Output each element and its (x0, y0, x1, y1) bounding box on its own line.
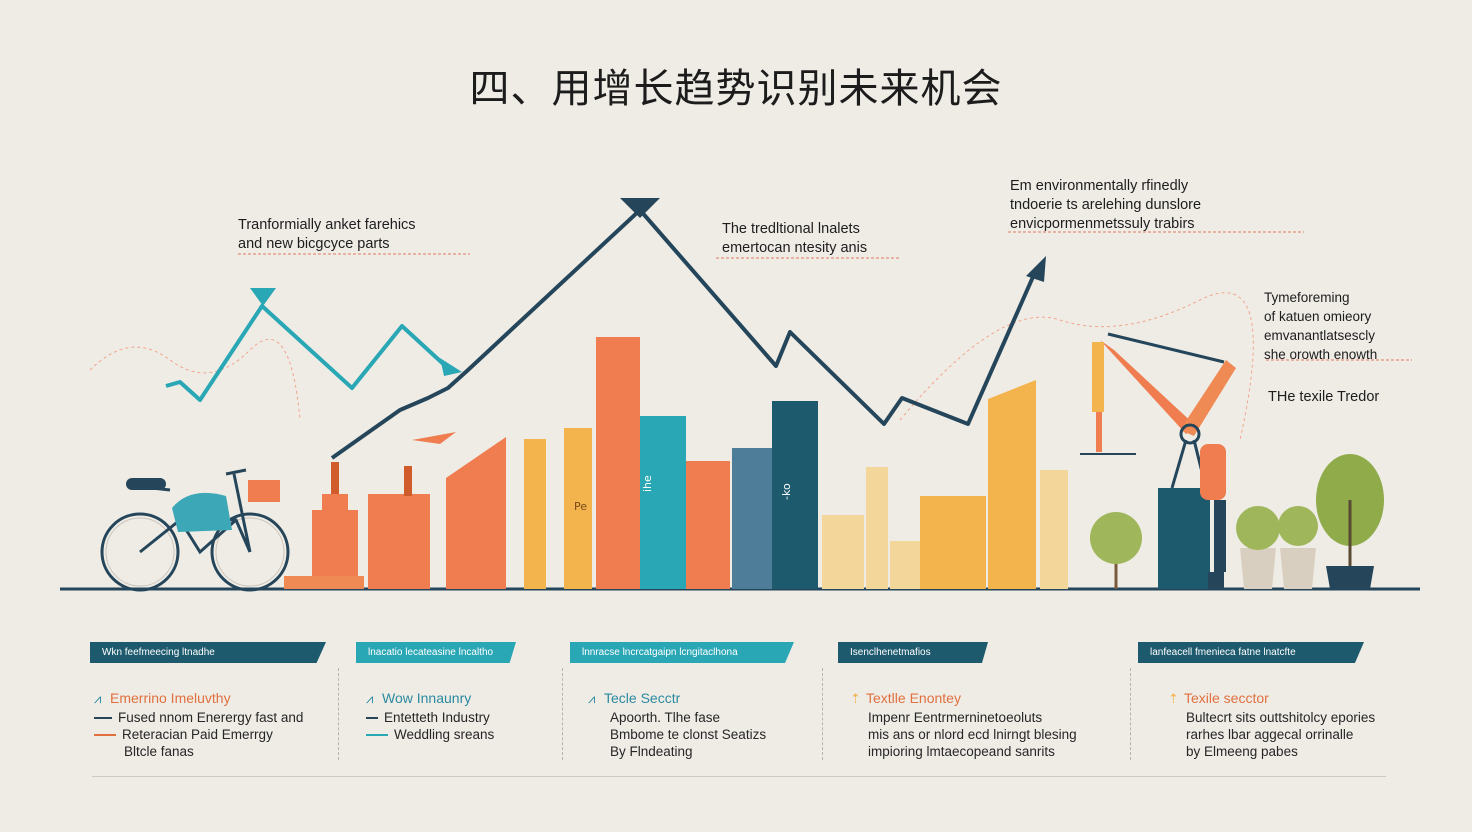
factory-illustration (312, 432, 456, 576)
bicycle-seat (126, 478, 166, 490)
panel-heading: ⩘ Emerrino Imeluvthy (94, 690, 231, 706)
bar (446, 437, 506, 589)
arrowhead-icon (620, 198, 660, 218)
bar (1040, 470, 1068, 589)
trend-line-main (330, 208, 1038, 460)
arrow-up-icon: ⇡ (1168, 691, 1179, 706)
panel-line: Reteracian Paid Emerrgy (94, 726, 303, 743)
panel-line: Apoorth. Tlhe fase (610, 710, 721, 725)
bar (772, 401, 818, 589)
panel-line: impioring lmtaecopeand sanrits (868, 744, 1055, 759)
bar (822, 515, 864, 589)
bar (732, 448, 772, 589)
annotation-center: The tredltional lnalets emertocan ntesit… (722, 220, 867, 258)
panel-divider (562, 668, 564, 760)
trend-icon: ⩘ (94, 691, 102, 706)
panel-line: Impenr Eentrmerninetoeoluts (868, 710, 1043, 725)
panel-content: ⇡ Textlle Enontey Impenr Eentrmerninetoeo… (850, 690, 1077, 760)
arrow-up-icon: ⇡ (850, 691, 861, 706)
panel-line: Bultecrt sits outtshitolcy epories (1186, 710, 1376, 725)
panel-line: Bmbome te clonst Seatizs (610, 727, 767, 742)
bar-label: -ko (780, 483, 793, 500)
trend-icon: ⩘ (366, 691, 374, 706)
panel-line: Entetteth Industry (366, 709, 494, 726)
bar (640, 416, 686, 589)
page-title: 四、用增长趋势识别未来机会 (469, 66, 1003, 112)
panel-line: Weddling sreans (366, 726, 494, 743)
annotation-line: envicpormenmetssuly trabirs (1010, 216, 1195, 232)
annotation-line: The tredltional lnalets (722, 221, 860, 237)
annotation-line: she orowth enowth (1264, 347, 1378, 362)
line-marker (94, 734, 116, 737)
panel-heading: ⩘ Wow Innaunry (366, 690, 472, 706)
panel-line: mis ans or nlord ecd lnirngt blesing (868, 727, 1077, 742)
panel-divider (822, 668, 824, 760)
panel-band: lnacatio lecateasine lncaltho (356, 642, 516, 663)
panel-line: Fused nnom Enerergy fast and (94, 709, 303, 726)
annotation-top-right: Em environmentally rfinedly tndoerie ts … (1010, 177, 1201, 234)
annotation-line: Em environmentally rfinedly (1010, 178, 1189, 194)
bicycle-basket (248, 480, 280, 502)
annotation-line: emertocan ntesity anis (722, 240, 868, 256)
line-marker (366, 734, 388, 737)
bar (596, 337, 640, 589)
crane-illustration (1080, 332, 1236, 589)
panel-line: By Flndeating (610, 744, 693, 759)
trend-icon: ⩘ (588, 691, 596, 706)
panel-content: ⩘ Tecle Secctr Apoorth. Tlhe fase Bmbome … (588, 690, 766, 760)
panel-line: rarhes lbar aggecal orrinalle (1186, 727, 1354, 742)
panel-heading: ⇡ Textlle Enontey (850, 690, 961, 706)
panel-band: Wkn feefmeecing ltnadhe (90, 642, 326, 663)
background-curve (899, 292, 1254, 441)
bar (284, 576, 364, 589)
bar-label: ihe (641, 475, 654, 492)
arrowhead-icon (250, 288, 276, 306)
plants-illustration (1090, 454, 1384, 589)
arrowhead-icon (440, 358, 462, 376)
line-marker (366, 717, 378, 720)
annotation-left: Tranformially anket farehics and new bic… (238, 216, 416, 254)
panel-band: lnnracse lncrcatgaipn lcngitaclhona (570, 642, 794, 663)
bottom-rule (92, 776, 1386, 777)
panel-line: by Elmeeng pabes (1186, 744, 1298, 759)
annotation-line: and new bicgcyce parts (238, 236, 390, 252)
panel-content: ⩘ Emerrino Imeluvthy Fused nnom Enerergy … (94, 690, 303, 760)
panel-content: ⩘ Wow Innaunry Entetteth Industry Weddlin… (366, 690, 494, 743)
panel-divider (1130, 668, 1132, 760)
bar-group (284, 337, 1068, 589)
bar-label: Pe (574, 500, 587, 513)
panel-band: Isenclhenetmafios (838, 642, 988, 663)
trend-line-teal (165, 304, 454, 402)
annotation-line: Tymeforeming (1264, 290, 1350, 305)
annotation-right: Tymeforeming of katuen omieory emvanantl… (1264, 288, 1377, 364)
bar (524, 439, 546, 589)
bar (368, 494, 430, 589)
bar (920, 496, 986, 589)
line-marker (94, 717, 112, 720)
panel-content: ⇡ Texile secctor Bultecrt sits outtshitol… (1168, 690, 1375, 760)
bicycle-frame-fill (172, 492, 232, 532)
bar (890, 541, 920, 589)
panel-heading: ⇡ Texile secctor (1168, 690, 1269, 706)
arrowhead-icon (1026, 256, 1046, 282)
panel-band: lanfeacell fmenieca fatne lnatcfte (1138, 642, 1364, 663)
background-curve (89, 338, 301, 421)
bar (564, 428, 592, 589)
panel-line: Bltcle fanas (124, 744, 194, 759)
bar (866, 467, 888, 589)
annotation-right-bottom: THe texile Tredor (1268, 389, 1380, 405)
bar (686, 461, 730, 589)
bar (988, 380, 1036, 589)
annotation-line: emvanantlatsescly (1264, 328, 1376, 343)
annotation-line: of katuen omieory (1264, 309, 1372, 324)
annotation-line: tndoerie ts arelehing dunslore (1010, 197, 1202, 213)
panel-heading: ⩘ Tecle Secctr (588, 690, 681, 706)
annotation-line: Tranformially anket farehics (238, 217, 416, 233)
panel-divider (338, 668, 340, 760)
